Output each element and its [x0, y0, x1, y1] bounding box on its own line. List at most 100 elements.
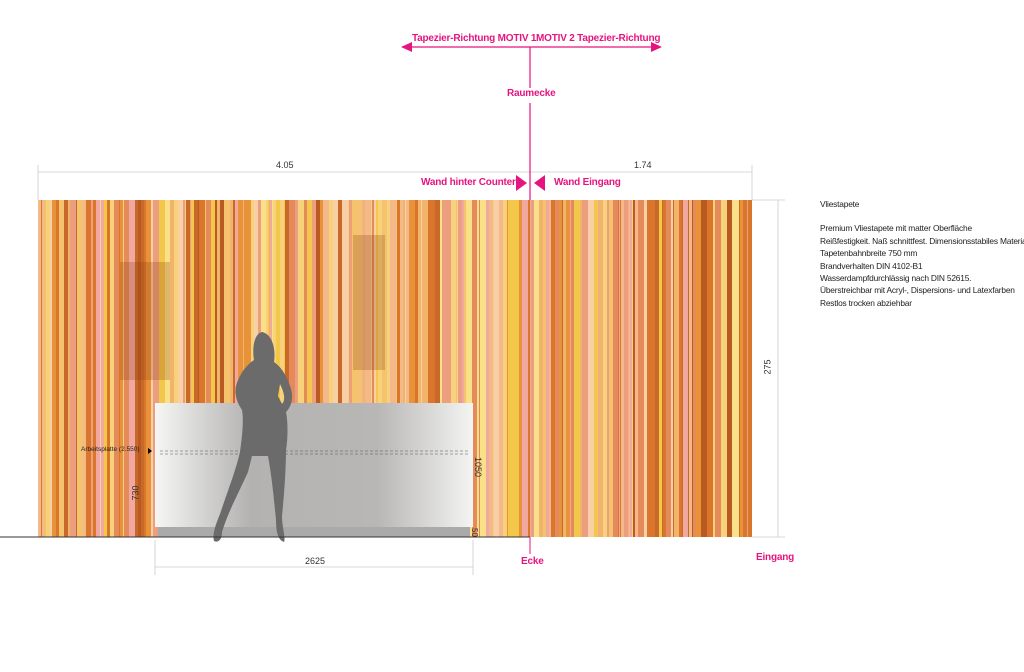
wallpaper-stripe: [570, 200, 571, 537]
wallpaper-stripe: [41, 200, 42, 537]
wallpaper-stripe: [507, 200, 508, 537]
notes-line: Premium Vliestapete mit matter Oberfläch…: [820, 223, 972, 234]
wallpaper-stripe: [349, 200, 352, 537]
wallpaper-stripe: [119, 200, 120, 537]
wallpaper-stripe: [378, 200, 382, 537]
notes-line: Überstreichbar mit Acryl-, Dispersions- …: [820, 285, 1015, 296]
wallpaper-stripe: [562, 200, 563, 537]
wallpaper-stripe: [477, 200, 479, 537]
wallpaper-stripe: [451, 200, 456, 537]
wallpaper-stripe: [486, 200, 489, 537]
wallpaper-stripe: [284, 200, 285, 537]
wallpaper-stripe: [178, 200, 183, 537]
counter-height: 1050: [473, 456, 484, 478]
wallpaper-stripe: [219, 200, 220, 537]
wallpaper-stripe: [220, 200, 224, 537]
wallpaper-stripe: [666, 200, 671, 537]
wallpaper-stripe: [747, 200, 748, 537]
wallpaper-stripe: [185, 200, 186, 537]
notes-line: Tapetenbahnbreite 750 mm: [820, 248, 918, 259]
wallpaper-stripe: [56, 200, 59, 537]
wallpaper-stripe: [442, 200, 448, 537]
wallpaper-stripe: [503, 200, 507, 537]
wallpaper-stripe: [93, 200, 96, 537]
wallpaper-stripe: [280, 200, 284, 537]
wallpaper-stripe: [374, 200, 376, 537]
wall-left-width: 4.05: [276, 160, 294, 170]
wallpaper-stripe: [233, 200, 235, 537]
wallpaper-stripe: [176, 200, 178, 537]
wallpaper-stripe: [594, 200, 598, 537]
wallpaper-stripe: [534, 200, 539, 537]
wallpaper-stripe: [629, 200, 630, 537]
wallpaper-stripe: [689, 200, 692, 537]
wallpaper-stripe: [289, 200, 295, 537]
wallpaper-stripe: [522, 200, 528, 537]
wallpaper-stripe: [191, 200, 194, 537]
wallpaper-stripe: [170, 200, 174, 537]
wall-right-label: Wand Eingang: [554, 177, 621, 188]
wall-right-width: 1.74: [634, 160, 652, 170]
wallpaper-stripe: [647, 200, 650, 537]
wallpaper-stripe: [607, 200, 609, 537]
wallpaper-stripe: [494, 200, 499, 537]
wallpaper-stripe: [472, 200, 477, 537]
wallpaper-stripe: [674, 200, 679, 537]
wallpaper-stripe: [129, 200, 135, 537]
wallpaper-stripe: [107, 200, 110, 537]
wallpaper-stripe: [679, 200, 682, 537]
wallpaper-stripe: [428, 200, 432, 537]
wallpaper-stripe: [361, 200, 363, 537]
wallpaper-stripe: [405, 200, 406, 537]
arrow-left-icon: [534, 175, 545, 191]
wallpaper-stripe: [101, 200, 104, 537]
wallpaper-stripe: [186, 200, 190, 537]
wallpaper-stripe: [456, 200, 457, 537]
counter-plinth: [158, 527, 470, 537]
wall-panel-left: [120, 262, 170, 380]
wallpaper-stripe: [598, 200, 599, 537]
wallpaper-stripe: [342, 200, 348, 537]
wallpaper-stripe: [371, 200, 372, 537]
wallpaper-stripe: [333, 200, 338, 537]
wallpaper-stripe: [199, 200, 205, 537]
wallpaper-stripe: [633, 200, 635, 537]
wallpaper-stripe: [295, 200, 298, 537]
wallpaper-stripe: [198, 200, 199, 537]
wallpaper-stripe: [396, 200, 397, 537]
wallpaper-stripe: [696, 200, 701, 537]
wallpaper-stripe: [530, 200, 531, 537]
wallpaper-stripe: [480, 200, 486, 537]
wallpaper-stripe: [663, 200, 666, 537]
wallpaper-stripe: [435, 200, 440, 537]
wallpaper-stripe: [114, 200, 119, 537]
wall-left-label: Wand hinter Counter: [421, 177, 516, 188]
wallpaper-stripe: [52, 200, 56, 537]
wallpaper-stripe: [123, 200, 124, 537]
wallpaper-stripe: [432, 200, 435, 537]
wallpaper-stripe: [363, 200, 365, 537]
wallpaper-stripe: [551, 200, 555, 537]
wallpaper-stripe: [624, 200, 628, 537]
arrow-right-icon: [516, 175, 527, 191]
wallpaper-stripe: [211, 200, 215, 537]
wallpaper-stripe: [730, 200, 732, 537]
counter-width: 2625: [305, 556, 326, 566]
wallpaper-stripe: [338, 200, 342, 537]
worktop-marker-icon: [148, 448, 152, 454]
wallpaper-stripe: [141, 200, 144, 537]
wallpaper-stripe: [707, 200, 713, 537]
wallpaper-stripe: [635, 200, 638, 537]
wallpaper-stripe: [422, 200, 428, 537]
wallpaper-stripe: [588, 200, 594, 537]
wallpaper-stripe: [574, 200, 580, 537]
wallpaper-stripe: [493, 200, 494, 537]
wallpaper-stripe: [638, 200, 644, 537]
wallpaper-stripe: [235, 200, 236, 537]
notes-line: Brandverhalten DIN 4102-B1: [820, 260, 923, 271]
wallpaper-stripe: [174, 200, 176, 537]
wallpaper-stripe: [206, 200, 211, 537]
notes-line: Reißfestigkeit. Naß schnittfest. Dimensi…: [820, 235, 1024, 246]
wallpaper-stripe: [448, 200, 451, 537]
wallpaper-stripe: [620, 200, 621, 537]
